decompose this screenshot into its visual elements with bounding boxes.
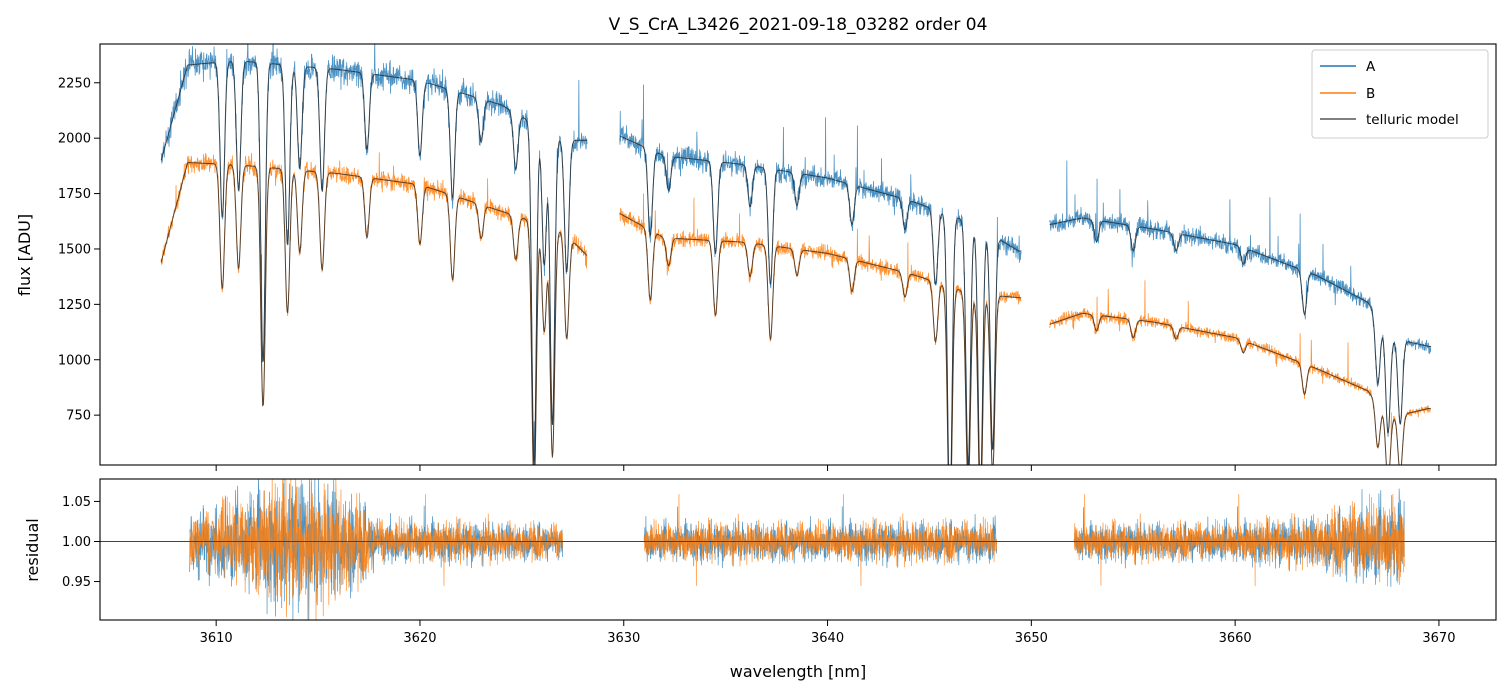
residual-x-axis: 3610 3620 3630 3640 3650 3660 3670	[200, 620, 1455, 646]
residual-plot-area	[100, 479, 1496, 620]
flux-y-tick-label: 750	[66, 409, 91, 424]
residual-x-tick-label: 3630	[607, 631, 640, 646]
residual-x-tick-label: 3670	[1422, 631, 1455, 646]
flux-x-axis	[215, 465, 1440, 471]
residual-x-tick-label: 3650	[1015, 631, 1048, 646]
residual-b-segment-1	[189, 479, 563, 620]
flux-y-tick-label: 2250	[58, 76, 91, 91]
flux-panel-background	[100, 44, 1496, 465]
residual-b-segment-3	[1073, 493, 1405, 587]
x-axis-label: wavelength [nm]	[730, 662, 867, 681]
residual-panel-frame	[99, 478, 1497, 621]
legend-label-b: B	[1366, 86, 1375, 102]
telluric-model-a-segment-2	[619, 135, 1022, 465]
flux-panel-frame	[99, 43, 1497, 466]
residual-panel: 0.95 1.00 1.05 3610 3620 3630 3640 3650 3660 367…	[23, 478, 1497, 681]
flux-y-tick-label: 1500	[58, 242, 91, 257]
residual-x-tick-label: 3610	[200, 631, 233, 646]
flux-y-tick-label: 1750	[58, 187, 91, 202]
chart-title: V_S_CrA_L3426_2021-09-18_03282 order 04	[609, 15, 988, 35]
flux-panel: 750 1000 1250 1500 1750 2000 2250 flux [ADU] A…	[15, 43, 1497, 471]
telluric-model-a-segment-1	[160, 61, 588, 465]
telluric-model-b-segment-3	[1049, 312, 1431, 465]
flux-y-axis-label: flux [ADU]	[15, 214, 34, 296]
legend-label-telluric: telluric model	[1366, 112, 1459, 128]
residual-y-tick-label: 0.95	[62, 575, 91, 590]
residual-y-axis: 0.95 1.00 1.05	[62, 495, 100, 590]
legend-label-a: A	[1366, 59, 1376, 75]
residual-y-tick-label: 1.00	[62, 535, 91, 550]
flux-y-tick-label: 1250	[58, 298, 91, 313]
flux-y-tick-label: 2000	[58, 132, 91, 147]
telluric-model-b-segment-2	[619, 213, 1022, 465]
residual-y-tick-label: 1.05	[62, 495, 91, 510]
residual-x-tick-label: 3660	[1219, 631, 1252, 646]
telluric-model-b-segment-1	[160, 162, 588, 465]
telluric-model-a-segment-3	[1049, 217, 1431, 434]
flux-y-axis: 750 1000 1250 1500 1750 2000 2250	[58, 76, 100, 424]
residual-x-tick-label: 3640	[811, 631, 844, 646]
series-a-segment-3	[1049, 160, 1432, 437]
residual-x-tick-label: 3620	[403, 631, 436, 646]
flux-plot-area	[160, 44, 1432, 465]
legend-box	[1311, 49, 1489, 139]
flux-y-tick-label: 1000	[58, 353, 91, 368]
legend: A B telluric model	[1311, 49, 1489, 139]
residual-y-axis-label: residual	[23, 518, 42, 581]
